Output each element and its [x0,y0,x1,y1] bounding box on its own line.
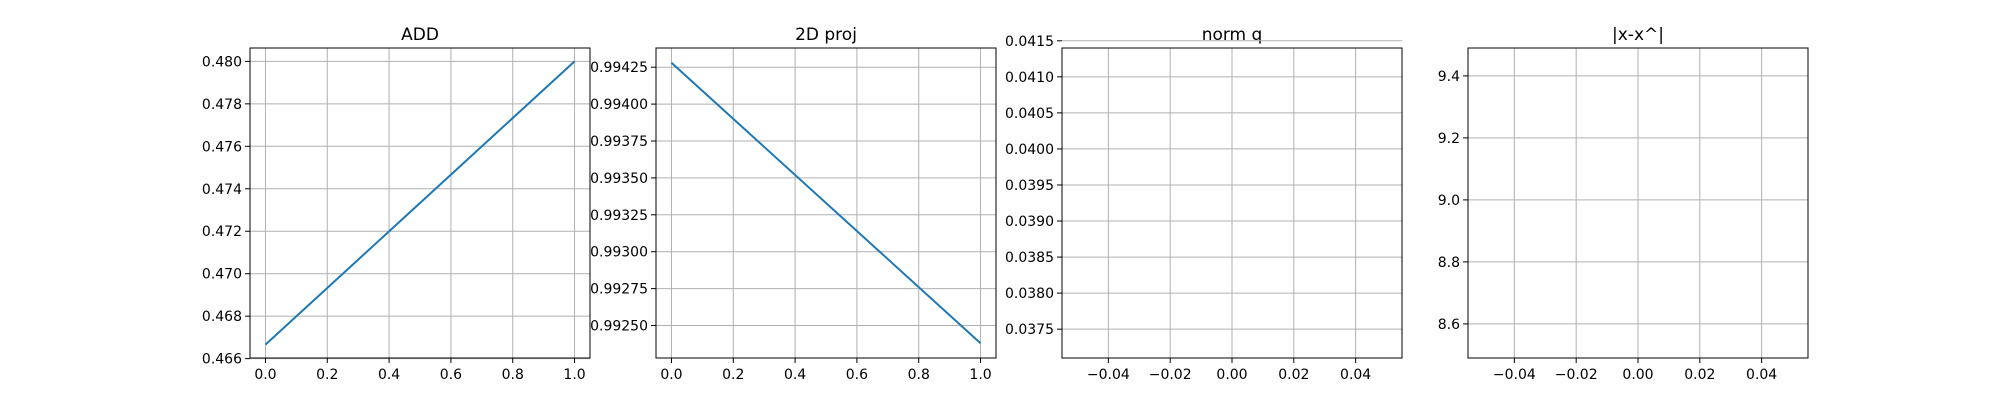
x-tick-label: −0.02 [1149,367,1192,383]
y-tick-label: 0.0405 [1005,106,1054,122]
y-tick-label: 0.0410 [1005,70,1054,86]
series-line [670,62,982,344]
y-tick-label: 0.470 [202,267,242,283]
y-tick-label: 0.99425 [590,60,648,76]
y-tick-label: 0.99300 [590,245,648,261]
y-tick-label: 8.8 [1438,255,1460,271]
x-tick-label: 1.0 [563,367,585,383]
x-tick-label: 0.00 [1622,367,1653,383]
x-tick-label: 0.8 [502,367,524,383]
y-tick-label: 0.0380 [1005,286,1054,302]
y-tick-label: 8.6 [1438,317,1460,333]
x-tick-label: −0.04 [1493,367,1536,383]
y-tick-label: 0.99275 [590,282,648,298]
y-tick-label: 0.0385 [1005,250,1054,266]
subplot-title: ADD [401,25,439,45]
x-tick-label: 0.6 [440,367,462,383]
y-tick-label: 0.99250 [590,319,648,335]
y-tick-label: 0.99400 [590,97,648,113]
subplot-abs-error: |x-x^| −0.04 −0.02 0.00 0.02 0.04 8.6 8.8 9.0 9.… [1438,25,1809,383]
y-tick-label: 0.99375 [590,134,648,150]
x-tick-label: 0.00 [1216,367,1247,383]
x-tick-label: 0.0 [254,367,276,383]
x-tick-label: 0.6 [846,367,868,383]
y-tick-label: 0.99350 [590,171,648,187]
y-tick-label: 0.99325 [590,208,648,224]
y-tick-label: 0.480 [202,54,242,70]
subplot-add: ADD 0.0 0.2 0.4 0.6 0.8 1.0 0.466 0.468 0.470 0.4… [202,25,591,383]
y-tick-label: 0.466 [202,352,242,368]
y-tick-label: 0.468 [202,309,242,325]
x-tick-label: −0.04 [1087,367,1130,383]
y-tick-label: 0.478 [202,97,242,113]
x-tick-label: 0.04 [1340,367,1371,383]
x-tick-label: 0.4 [784,367,806,383]
x-tick-label: 0.2 [722,367,744,383]
y-tick-label: 0.476 [202,139,242,155]
axes-frame [249,47,591,359]
x-tick-label: 1.0 [969,367,991,383]
subplot-2d-proj: 2D proj 0.0 0.2 0.4 0.6 0.8 1.0 0.99250 0.99275… [590,25,997,383]
y-tick-label: 0.474 [202,182,242,198]
x-tick-label: 0.04 [1746,367,1777,383]
x-tick-label: −0.02 [1555,367,1598,383]
y-tick-label: 0.472 [202,224,242,240]
y-tick-label: 9.2 [1438,131,1460,147]
axes-frame [655,47,997,359]
x-tick-label: 0.2 [316,367,338,383]
x-tick-label: 0.4 [378,367,400,383]
x-tick-label: 0.8 [908,367,930,383]
subplot-norm-q: norm q −0.04 −0.02 0.00 0.02 0.04 0.0375 0.038… [1005,25,1403,383]
y-tick-label: 0.0395 [1005,178,1054,194]
y-tick-label: 0.0415 [1005,34,1054,50]
series-line [264,60,576,346]
x-tick-label: 0.0 [660,367,682,383]
y-tick-label: 0.0375 [1005,322,1054,338]
y-tick-label: 9.4 [1438,69,1460,85]
subplot-title: 2D proj [795,25,857,45]
y-tick-label: 0.0400 [1005,142,1054,158]
x-tick-label: 0.02 [1684,367,1715,383]
x-tick-label: 0.02 [1278,367,1309,383]
y-tick-label: 9.0 [1438,193,1460,209]
subplot-title: norm q [1202,25,1263,45]
y-tick-label: 0.0390 [1005,214,1054,230]
subplot-title: |x-x^| [1612,25,1664,45]
